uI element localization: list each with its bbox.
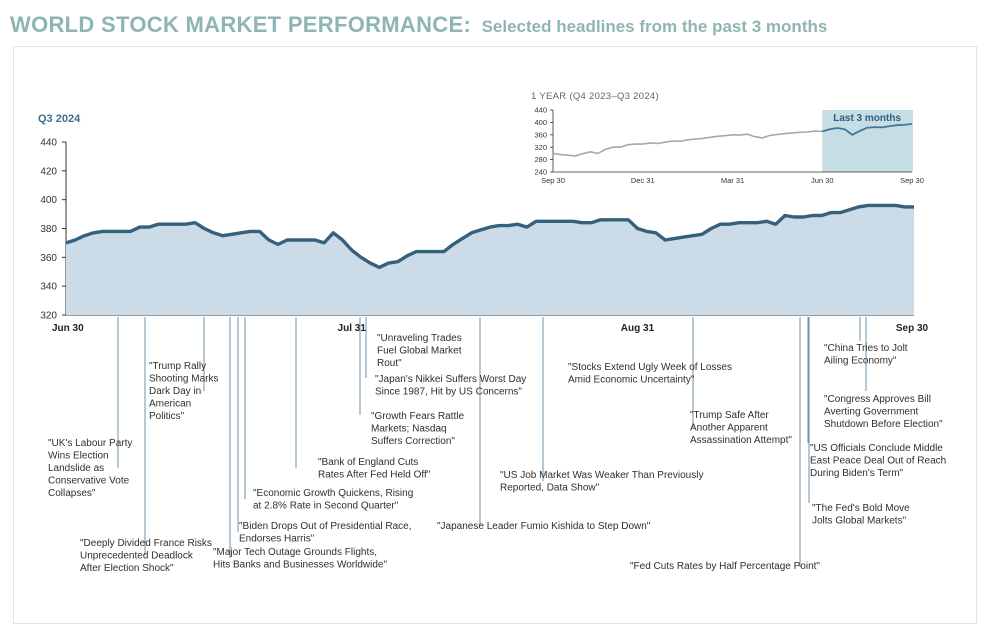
main-chart-area <box>66 205 914 315</box>
headline-text: "Growth Fears Rattle <box>371 411 464 422</box>
headline-text: "Biden Drops Out of Presidential Race, <box>239 521 412 532</box>
inset-y-tick-label: 440 <box>534 106 547 115</box>
headline-text: Rates After Fed Held Off" <box>318 470 431 481</box>
headline-text: "Japan's Nikkei Suffers Worst Day <box>375 374 526 385</box>
y-tick-label: 340 <box>40 282 57 293</box>
x-tick-label: Jul 31 <box>338 323 367 334</box>
headline-text: Hits Banks and Businesses Worldwide" <box>213 560 387 571</box>
headline-text: "Stocks Extend Ugly Week of Losses <box>568 362 732 373</box>
headline-text: Shutdown Before Election" <box>824 419 943 430</box>
page-title: WORLD STOCK MARKET PERFORMANCE: <box>10 12 472 37</box>
inset-y-tick-label: 360 <box>534 130 547 139</box>
headline-text: Unprecedented Deadlock <box>80 551 194 562</box>
y-tick-label: 380 <box>40 224 57 235</box>
inset-chart-title: 1 YEAR (Q4 2023–Q3 2024) <box>531 91 659 102</box>
headline-text: Rout" <box>377 358 402 369</box>
inset-chart-axes: 240 280 320 360 400 440 Sep 30 Dec 31 Mar 31 Jun … <box>534 106 923 185</box>
y-tick-label: 420 <box>40 166 57 177</box>
headline-text: "Deeply Divided France Risks <box>80 538 212 549</box>
inset-chart: 1 YEAR (Q4 2023–Q3 2024) Last 3 months 2… <box>531 91 924 185</box>
headline-text: Suffers Correction" <box>371 436 455 447</box>
headline-text: Wins Election <box>48 451 109 462</box>
headline-text: "Trump Rally <box>149 361 206 372</box>
inset-x-tick-label: Jun 30 <box>811 176 834 185</box>
headline-text: "US Job Market Was Weaker Than Previousl… <box>500 470 703 481</box>
headline-text: Fuel Global Market <box>377 346 462 357</box>
headline-text: Reported, Data Show" <box>500 483 600 494</box>
headline-text: Amid Economic Uncertainty" <box>568 375 695 386</box>
headline-text: Politics" <box>149 411 185 422</box>
headline-text: Conservative Vote <box>48 476 130 487</box>
inset-y-tick-label: 320 <box>534 143 547 152</box>
headline-text: Landslide as <box>48 463 104 474</box>
x-tick-label: Jun 30 <box>52 323 84 334</box>
page-header: WORLD STOCK MARKET PERFORMANCE: Selected… <box>10 12 827 38</box>
headline-text: "China Tries to Jolt <box>824 343 908 354</box>
inset-highlight-label: Last 3 months <box>833 113 901 124</box>
inset-x-tick-label: Mar 31 <box>721 176 744 185</box>
headline-text: Assassination Attempt" <box>690 435 792 446</box>
x-tick-label: Sep 30 <box>896 323 929 334</box>
headline-annotations: "UK's Labour Party Wins ElectionLandslide… <box>48 333 946 574</box>
headline-text: East Peace Deal Out of Reach <box>810 456 946 467</box>
headline-text: "UK's Labour Party <box>48 438 132 449</box>
inset-y-tick-label: 400 <box>534 118 547 127</box>
headline-text: Another Apparent <box>690 423 768 434</box>
y-tick-label: 320 <box>40 311 57 322</box>
headline-text: "Bank of England Cuts <box>318 457 418 468</box>
inset-y-tick-label: 280 <box>534 155 547 164</box>
headline-text: Endorses Harris" <box>239 534 315 545</box>
headline-text: "Congress Approves Bill <box>824 394 931 405</box>
main-chart-title: Q3 2024 <box>38 113 81 125</box>
headline-text: "Fed Cuts Rates by Half Percentage Point… <box>630 561 820 572</box>
headline-text: During Biden's Term" <box>810 468 904 479</box>
main-chart-ticks: 320 340 360 380 400 420 440 Jun 30 Jul 31 Aug 31 S… <box>40 138 928 335</box>
headline-text: Dark Day in <box>149 386 201 397</box>
headline-text: Markets; Nasdaq <box>371 424 447 435</box>
headline-text: "Major Tech Outage Grounds Flights, <box>213 547 377 558</box>
inset-chart-highlight-line <box>822 123 913 136</box>
y-tick-label: 400 <box>40 195 57 206</box>
headline-text: "Japanese Leader Fumio Kishida to Step D… <box>437 521 651 532</box>
headline-text: Averting Government <box>824 407 919 418</box>
page-subtitle: Selected headlines from the past 3 month… <box>481 17 828 36</box>
inset-x-tick-label: Sep 30 <box>541 176 565 185</box>
headline-text: "US Officials Conclude Middle <box>810 443 943 454</box>
headline-text: Collapses" <box>48 488 96 499</box>
headline-text: American <box>149 399 191 410</box>
headline-text: Shooting Marks <box>149 374 218 385</box>
inset-x-tick-label: Dec 31 <box>631 176 655 185</box>
chart-panel <box>13 46 977 624</box>
y-tick-label: 440 <box>40 138 57 149</box>
headline-text: "Unraveling Trades <box>377 333 462 344</box>
inset-x-tick-label: Sep 30 <box>900 176 924 185</box>
headline-text: Since 1987, Hit by US Concerns" <box>375 387 522 398</box>
x-tick-label: Aug 31 <box>621 323 655 334</box>
main-chart-line <box>65 203 914 270</box>
headline-text: "Trump Safe After <box>690 410 769 421</box>
inset-y-tick-label: 240 <box>534 168 547 177</box>
headline-text: "Economic Growth Quickens, Rising <box>253 488 413 499</box>
inset-highlight-region <box>822 110 913 172</box>
headline-text: "The Fed's Bold Move <box>812 503 910 514</box>
headline-leaders <box>117 317 867 567</box>
headline-text: After Election Shock" <box>80 563 174 574</box>
inset-chart-line <box>552 130 823 157</box>
headline-text: at 2.8% Rate in Second Quarter" <box>253 501 399 512</box>
y-tick-label: 360 <box>40 253 57 264</box>
headline-text: Jolts Global Markets" <box>812 516 907 527</box>
headline-text: Ailing Economy" <box>824 356 897 367</box>
